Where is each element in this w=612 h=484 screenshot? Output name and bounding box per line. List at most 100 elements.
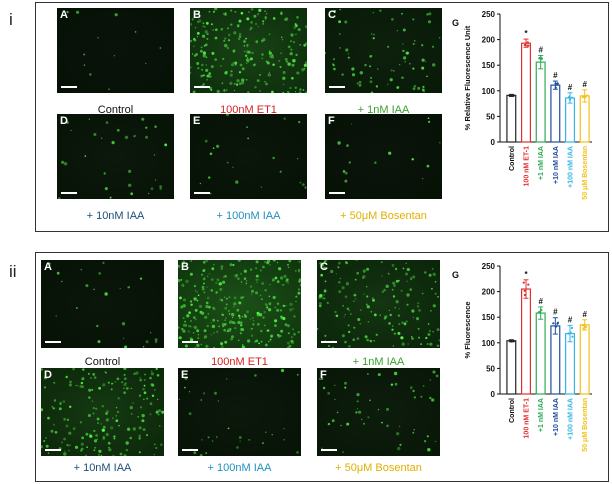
fluorescent-spot [291,336,293,338]
fluorescent-spot [426,435,429,438]
fluorescent-spot [256,79,260,82]
fluorescent-spot [188,311,191,314]
fluorescent-spot [92,406,95,410]
fluorescent-spot [65,424,69,428]
fluorescent-spot [417,302,420,305]
fluorescent-spot [87,373,90,375]
chart-data-point [554,325,558,328]
fluorescent-spot [232,49,236,53]
chart-data-point [581,324,584,327]
chart-data-point [527,44,530,47]
fluorescent-spot [251,289,254,293]
fluorescent-spot [144,373,146,376]
fluorescent-spot [201,63,204,67]
fluorescent-spot [268,295,271,298]
fluorescent-spot [220,342,224,346]
fluorescent-spot [367,373,369,375]
fluorescent-spot [200,49,203,53]
section-i-frame [35,2,609,232]
chart-data-point [526,41,529,44]
fluorescent-spot [246,126,249,129]
fluorescent-spot [234,61,238,65]
fluorescent-spot [216,330,219,333]
chart-bar [520,288,531,395]
micrograph-letter: B [193,9,201,21]
fluorescent-spot [410,277,413,280]
fluorescent-spot [345,48,349,52]
scale-bar [45,341,61,343]
fluorescent-spot [205,21,209,25]
micrograph-caption: 100nM ET1 [211,356,268,368]
fluorescent-spot [149,376,152,380]
fluorescent-spot [210,289,213,292]
fluorescent-spot [391,325,394,327]
fluorescent-spot [431,287,433,290]
fluorescent-spot [89,73,92,76]
fluorescent-spot [394,267,398,271]
fluorescent-spot [90,377,92,379]
micrograph-caption: + 50μM Bosentan [340,210,427,222]
fluorescent-spot [387,45,390,48]
fluorescent-spot [210,333,213,336]
fluorescent-spot [413,429,415,431]
fluorescent-spot [68,383,72,387]
fluorescent-spot [156,409,158,411]
fluorescent-spot [211,324,216,329]
fluorescent-spot [64,450,66,453]
fluorescent-spot [59,403,62,405]
fluorescent-spot [93,288,95,291]
fluorescent-spot [280,317,283,320]
fluorescent-spot [202,260,206,264]
fluorescent-spot [184,320,187,323]
fluorescent-spot [107,441,111,445]
fluorescent-spot [422,85,425,89]
fluorescent-spot [190,303,193,306]
fluorescent-spot [343,316,345,318]
fluorescent-spot [276,280,280,283]
fluorescent-spot [191,53,194,55]
fluorescent-spot [353,293,357,297]
fluorescent-spot [81,377,85,381]
fluorescent-spot [427,20,432,24]
fluorescent-spot [208,273,210,275]
fluorescent-spot [146,397,149,400]
fluorescent-spot [180,305,184,309]
fluorescent-spot [339,47,341,49]
fluorescent-spot [345,282,349,286]
fluorescent-spot [237,260,241,262]
fluorescent-spot [268,33,271,35]
fluorescent-spot [356,408,358,410]
fluorescent-spot [381,290,385,293]
fluorescent-spot [134,31,137,33]
fluorescent-spot [182,260,185,263]
fluorescent-spot [274,306,277,309]
scale-bar [329,192,345,194]
fluorescent-spot [372,37,375,40]
fluorescent-spot [105,412,108,415]
fluorescent-spot [410,278,412,281]
fluorescent-spot [206,286,208,288]
fluorescent-spot [272,17,276,20]
fluorescent-spot [245,280,248,282]
chart-significance-mark: # [568,83,573,92]
fluorescent-spot [296,158,299,160]
fluorescent-spot [88,388,92,392]
fluorescent-spot [238,19,242,23]
fluorescent-spot [395,300,399,304]
fluorescent-spot [98,386,101,390]
fluorescent-spot [233,89,236,92]
fluorescent-spot [265,431,267,433]
fluorescent-spot [369,339,373,343]
fluorescent-spot [222,280,226,284]
chart-y-tick-label: 150 [482,61,496,70]
fluorescent-spot [407,343,409,345]
fluorescent-spot [93,133,97,136]
fluorescent-spot [150,332,152,334]
fluorescent-spot [51,406,54,408]
fluorescent-spot [396,432,400,436]
fluorescent-spot [93,439,98,443]
fluorescent-spot [294,86,297,90]
fluorescent-spot [397,279,400,282]
fluorescent-spot [243,269,247,273]
fluorescent-spot [203,282,205,285]
